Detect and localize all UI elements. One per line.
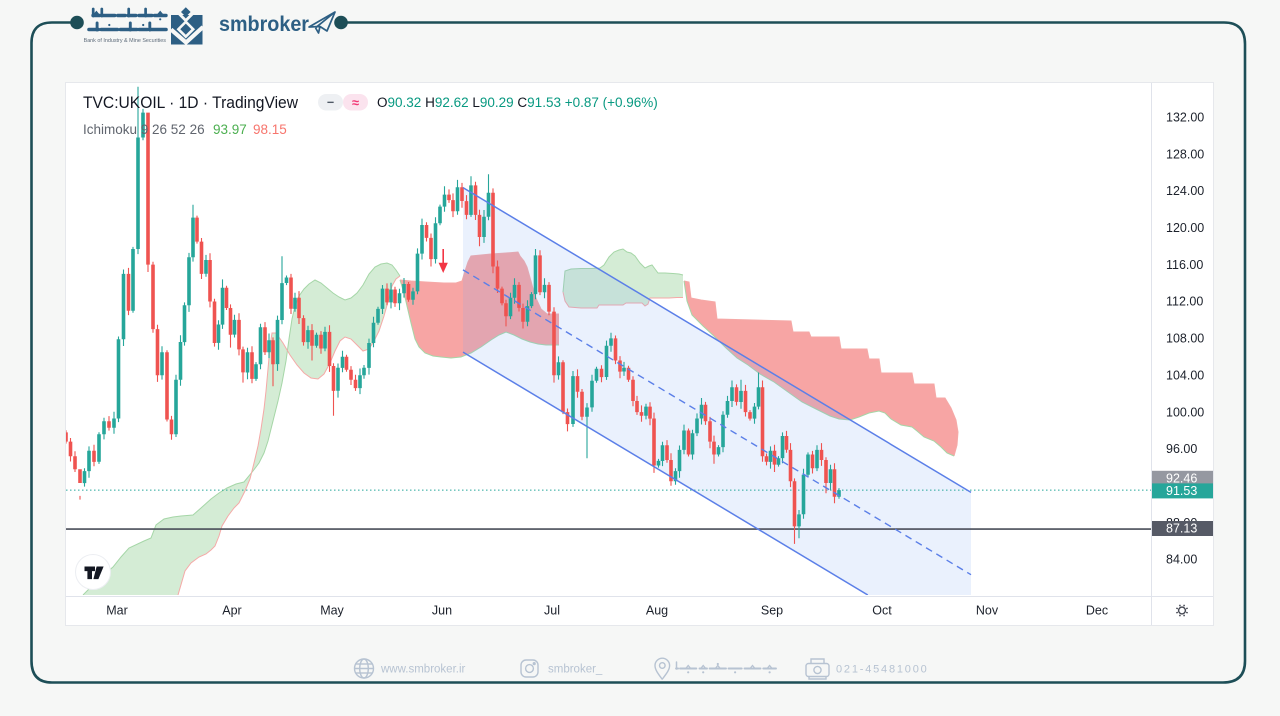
- svg-text:96.00: 96.00: [1166, 442, 1197, 456]
- svg-text:≈: ≈: [352, 95, 359, 110]
- svg-text:Aug: Aug: [646, 604, 668, 618]
- svg-text:124.00: 124.00: [1166, 184, 1204, 198]
- svg-text:Jul: Jul: [544, 604, 560, 618]
- svg-text:smbroker_: smbroker_: [548, 664, 603, 676]
- svg-text:smbroker: smbroker: [219, 12, 310, 36]
- svg-text:Apr: Apr: [222, 604, 241, 618]
- svg-text:104.00: 104.00: [1166, 368, 1204, 382]
- svg-text:120.00: 120.00: [1166, 221, 1204, 235]
- svg-text:108.00: 108.00: [1166, 332, 1204, 346]
- svg-text:112.00: 112.00: [1166, 295, 1203, 309]
- svg-text:Sep: Sep: [761, 604, 783, 618]
- svg-text:TVC:UKOIL · 1D · TradingView: TVC:UKOIL · 1D · TradingView: [83, 93, 299, 112]
- svg-text:84.00: 84.00: [1166, 553, 1197, 567]
- svg-text:Ichimoku 9 26 52 26: Ichimoku 9 26 52 26: [83, 122, 205, 137]
- svg-text:Jun: Jun: [432, 604, 452, 618]
- svg-text:Bank of Industry & Mine Securi: Bank of Industry & Mine Securities: [84, 38, 167, 44]
- svg-text:Mar: Mar: [106, 604, 128, 618]
- svg-text:116.00: 116.00: [1166, 258, 1203, 272]
- svg-text:−: −: [327, 96, 334, 110]
- svg-text:Dec: Dec: [1086, 604, 1108, 618]
- svg-text:93.97: 93.97: [213, 122, 247, 137]
- svg-text:98.15: 98.15: [253, 122, 287, 137]
- svg-text:132.00: 132.00: [1166, 110, 1204, 124]
- svg-text:128.00: 128.00: [1166, 147, 1204, 161]
- svg-text:91.53: 91.53: [1166, 484, 1197, 498]
- svg-text:www.smbroker.ir: www.smbroker.ir: [380, 664, 466, 676]
- svg-text:O90.32 H92.62 L90.29 C91.53 +0: O90.32 H92.62 L90.29 C91.53 +0.87 (+0.96…: [377, 95, 658, 110]
- svg-text:87.13: 87.13: [1166, 522, 1197, 536]
- svg-text:100.00: 100.00: [1166, 405, 1204, 419]
- svg-text:92.46: 92.46: [1166, 472, 1197, 486]
- svg-text:May: May: [320, 604, 344, 618]
- svg-text:Oct: Oct: [872, 604, 892, 618]
- svg-text:Nov: Nov: [976, 604, 999, 618]
- svg-text:021-45481000: 021-45481000: [836, 664, 929, 676]
